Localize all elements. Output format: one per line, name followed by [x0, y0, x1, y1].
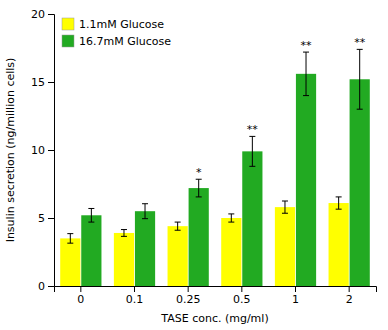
x-tick-label: 0.5 [233, 293, 251, 306]
y-tick: 20 [31, 8, 54, 21]
bar [275, 207, 295, 286]
x-tick-mark [349, 286, 350, 292]
x-tick-label: 0.25 [176, 293, 201, 306]
y-tick-mark [48, 150, 54, 151]
series [81, 49, 370, 286]
x-tick-label: 0.1 [126, 293, 144, 306]
plot: 0 5 10 15 20 0 0.1 0.25 0.5 1 2 TASE conc. (mg/ml) I… [4, 8, 377, 325]
y-tick-label: 15 [31, 76, 45, 89]
bar [135, 211, 155, 286]
bar [296, 74, 316, 286]
x-tick: 0.5 [233, 286, 251, 306]
x-tick-label: 0 [77, 293, 84, 306]
significance-label: ** [301, 39, 313, 52]
error-bar [228, 214, 234, 222]
error-bar [142, 204, 148, 219]
error-bar [249, 136, 255, 166]
chart: 0 5 10 15 20 0 0.1 0.25 0.5 1 2 TASE conc. (mg/ml) I… [0, 0, 388, 330]
legend-item: 1.1mM Glucose [62, 18, 164, 31]
bar [114, 233, 134, 286]
y-axis-title: Insulin secretion (ng/million cells) [4, 58, 17, 243]
x-tick-mark [241, 286, 242, 292]
error-bar [88, 208, 94, 222]
bar [189, 188, 209, 286]
x-tick: 0 [77, 286, 84, 306]
legend: 1.1mM Glucose 16.7mM Glucose [62, 18, 171, 48]
y-axis: 0 5 10 15 20 [31, 8, 55, 293]
y-tick-label: 20 [31, 8, 45, 21]
y-tick-label: 5 [38, 212, 45, 225]
significance-label: ** [247, 123, 258, 136]
y-tick-label: 0 [38, 280, 45, 293]
x-tick: 1 [292, 286, 299, 306]
legend-swatch [62, 18, 74, 30]
bar [60, 238, 80, 286]
y-tick: 15 [31, 76, 54, 89]
legend-label: 16.7mM Glucose [79, 35, 171, 48]
bar [168, 226, 188, 286]
y-tick-mark [48, 218, 54, 219]
x-tick: 2 [346, 286, 353, 306]
error-bar [357, 49, 363, 109]
y-axis-line [48, 15, 55, 287]
bar [81, 215, 101, 286]
y-tick-label: 10 [31, 144, 45, 157]
x-tick: 0.1 [126, 286, 144, 306]
x-tick-mark [134, 286, 135, 292]
x-tick: 0.25 [176, 286, 201, 306]
x-tick-label: 1 [292, 293, 299, 306]
error-bar [67, 234, 73, 244]
error-bar [121, 230, 127, 237]
y-tick: 5 [38, 212, 54, 225]
annotations: ******* [196, 36, 366, 179]
bar [221, 218, 241, 286]
marks [60, 49, 370, 286]
x-axis-line [55, 287, 377, 293]
significance-label: * [196, 166, 202, 179]
x-tick-mark [295, 286, 296, 292]
error-bar [282, 201, 288, 213]
legend-label: 1.1mM Glucose [79, 18, 164, 31]
x-axis: 0 0.1 0.25 0.5 1 2 [55, 286, 377, 306]
error-bar [336, 197, 342, 209]
y-tick-mark [48, 82, 54, 83]
bar [329, 203, 349, 286]
bar [350, 79, 370, 286]
x-axis-title: TASE conc. (mg/ml) [160, 312, 268, 325]
significance-label: ** [354, 36, 366, 49]
y-tick-mark [48, 286, 54, 287]
legend-item: 16.7mM Glucose [62, 35, 171, 48]
x-tick-mark [188, 286, 189, 292]
x-tick-mark [80, 286, 81, 292]
y-tick: 10 [31, 144, 54, 157]
y-tick-mark [48, 14, 54, 15]
error-bar [196, 179, 202, 197]
x-tick-label: 2 [346, 293, 353, 306]
bar [242, 151, 262, 286]
y-tick: 0 [38, 280, 54, 293]
legend-swatch [62, 35, 74, 47]
error-bar [175, 222, 181, 230]
error-bar [303, 52, 309, 96]
